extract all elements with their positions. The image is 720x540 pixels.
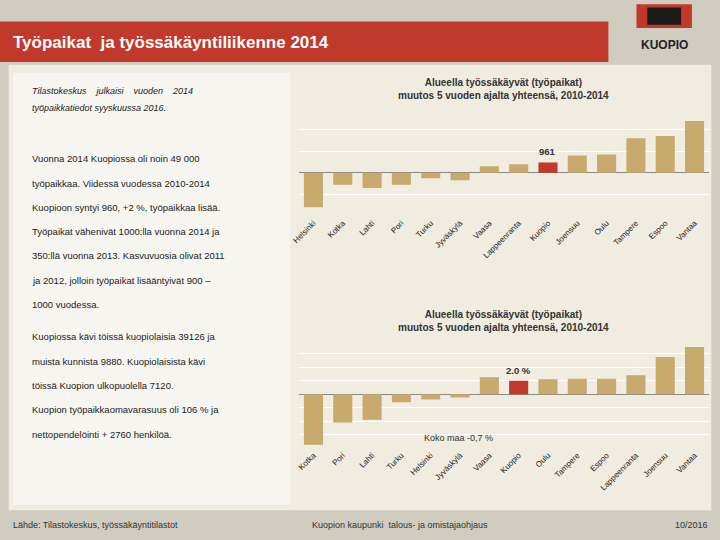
svg-text:Kuopion työpaikkaomavarasuus o: Kuopion työpaikkaomavarasuus oli 106 % j…	[32, 404, 219, 415]
svg-text:Pori: Pori	[389, 219, 406, 236]
svg-text:10/2016: 10/2016	[675, 520, 708, 530]
svg-text:Tilastokeskus julkaisi v: Tilastokeskus julkaisi vuoden 2014	[32, 86, 193, 96]
svg-text:töissä Kuopion ulkopuolella 71: töissä Kuopion ulkopuolella 7120.	[32, 380, 174, 391]
svg-text:Vuonna 2014 Kuopiossa oli noin: Vuonna 2014 Kuopiossa oli noin 49 000	[32, 153, 200, 164]
svg-text:1000 vuodessa.: 1000 vuodessa.	[32, 299, 99, 310]
svg-text:Jyväskylä: Jyväskylä	[433, 451, 464, 482]
svg-text:Työpaikat ja työssäkäyntiliik: Työpaikat ja työssäkäyntiliikenne 2014	[13, 33, 329, 52]
svg-text:työpaikkatiedot syyskuussa 201: työpaikkatiedot syyskuussa 2016.	[32, 103, 166, 113]
svg-text:Lappeenranta: Lappeenranta	[482, 218, 524, 260]
svg-text:Jyväskylä: Jyväskylä	[433, 218, 464, 249]
svg-text:Lappeenranta: Lappeenranta	[599, 451, 641, 493]
svg-text:Työpaikat vähenivät 1000:lla v: Työpaikat vähenivät 1000:lla vuonna 2014…	[32, 226, 220, 237]
svg-text:Joensuu: Joensuu	[642, 451, 670, 479]
svg-text:Oulu: Oulu	[534, 451, 552, 469]
svg-text:2.0 %: 2.0 %	[506, 365, 531, 376]
svg-text:Joensuu: Joensuu	[554, 219, 582, 247]
svg-text:Kuopiossa kävi töissä kuopiola: Kuopiossa kävi töissä kuopiolaisia 39126…	[32, 331, 215, 342]
svg-text:Kuopioon syntyi 960, +2 %, työ: Kuopioon syntyi 960, +2 %, työpaikkaa li…	[32, 202, 220, 213]
svg-text:Espoo: Espoo	[647, 218, 670, 241]
svg-text:muista kunnista 9880. Kuopiola: muista kunnista 9880. Kuopiolaisista käv…	[32, 356, 205, 367]
svg-text:KUOPIO: KUOPIO	[641, 38, 688, 52]
svg-text:961: 961	[539, 146, 556, 157]
svg-text:Helsinki: Helsinki	[292, 219, 318, 245]
svg-text:Kotka: Kotka	[297, 451, 318, 472]
svg-text:Tampere: Tampere	[612, 218, 641, 247]
svg-text:nettopendelöinti + 2760 henkil: nettopendelöinti + 2760 henkilöä.	[32, 429, 172, 440]
svg-text:Pori: Pori	[331, 451, 348, 468]
svg-text:Vaasa: Vaasa	[472, 218, 494, 240]
svg-text:Koko maa -0,7 %: Koko maa -0,7 %	[424, 433, 493, 443]
svg-text:350:llä vuonna 2013. Kasvuvuos: 350:llä vuonna 2013. Kasvuvuosia olivat …	[32, 250, 225, 261]
svg-text:työpaikkaa. Viidessä vuodessa: työpaikkaa. Viidessä vuodessa 2010-2014	[32, 178, 210, 189]
svg-text:Lähde: Tilastokeskus, työssäkä: Lähde: Tilastokeskus, työssäkäyntitilast…	[13, 520, 178, 530]
svg-text:Vantaa: Vantaa	[675, 218, 699, 242]
svg-text:Turku: Turku	[414, 219, 435, 240]
svg-text:Tampere: Tampere	[553, 451, 582, 480]
svg-text:Alueella työssäkäyvät (työpaik: Alueella työssäkäyvät (työpaikat)muutos …	[398, 77, 609, 101]
svg-text:Kotka: Kotka	[326, 218, 347, 239]
svg-text:Kuopion kaupunki talous- ja o: Kuopion kaupunki talous- ja omistajaohja…	[312, 520, 488, 530]
svg-text:Vantaa: Vantaa	[675, 451, 699, 475]
svg-text:Helsinki: Helsinki	[409, 451, 435, 477]
svg-text:Oulu: Oulu	[593, 219, 611, 237]
svg-text:ja 2012, jolloin työpaikat lis: ja 2012, jolloin työpaikat lisääntyivät …	[32, 275, 211, 286]
svg-text:Kuopio: Kuopio	[499, 451, 523, 475]
svg-text:Espoo: Espoo	[588, 451, 611, 474]
svg-text:Lahti: Lahti	[358, 451, 377, 470]
svg-text:Kuopio: Kuopio	[528, 218, 552, 242]
svg-text:Lahti: Lahti	[358, 219, 377, 238]
svg-text:Alueella työssäkäyvät (työpaik: Alueella työssäkäyvät (työpaikat)muutos …	[398, 309, 609, 333]
svg-text:Turku: Turku	[385, 451, 406, 472]
svg-text:Vaasa: Vaasa	[472, 451, 494, 473]
